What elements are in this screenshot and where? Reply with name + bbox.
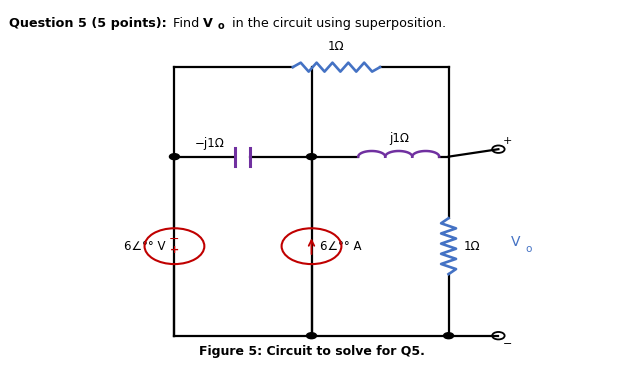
Text: +: +: [503, 136, 513, 146]
Text: o: o: [526, 244, 532, 254]
Circle shape: [307, 154, 316, 160]
Text: 6∠°° A: 6∠°° A: [320, 240, 361, 253]
Circle shape: [307, 333, 316, 339]
Text: −: −: [503, 339, 513, 349]
Text: 6∠°° V: 6∠°° V: [123, 240, 165, 253]
Text: o: o: [217, 21, 224, 31]
Text: V: V: [202, 17, 212, 30]
Text: Figure 5: Circuit to solve for Q5.: Figure 5: Circuit to solve for Q5.: [199, 345, 424, 358]
Text: Find: Find: [169, 17, 204, 30]
Text: j1Ω: j1Ω: [389, 132, 409, 145]
Circle shape: [444, 333, 454, 339]
Circle shape: [169, 154, 179, 160]
Text: 1Ω: 1Ω: [464, 240, 481, 253]
Text: 1Ω: 1Ω: [328, 40, 345, 53]
Text: Question 5 (5 points):: Question 5 (5 points):: [9, 17, 167, 30]
Text: V: V: [511, 235, 520, 250]
Text: in the circuit using superposition.: in the circuit using superposition.: [228, 17, 446, 30]
Text: −: −: [169, 233, 179, 246]
Text: +: +: [170, 245, 179, 255]
Text: −j1Ω: −j1Ω: [194, 137, 224, 150]
